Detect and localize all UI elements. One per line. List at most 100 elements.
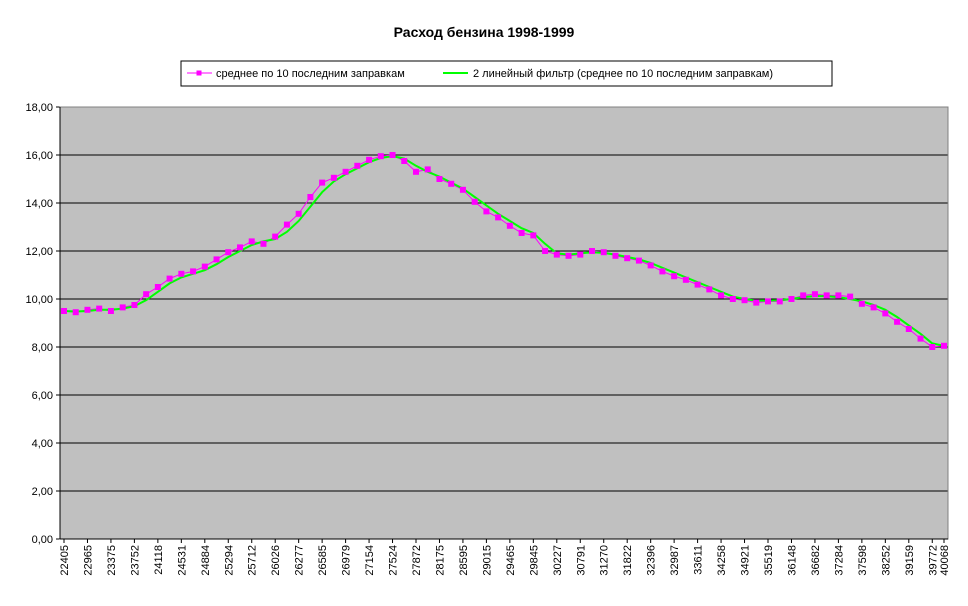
data-point-average	[448, 180, 455, 187]
x-tick-label: 28595	[458, 545, 470, 576]
x-tick-label: 26026	[270, 545, 282, 576]
data-point-average	[882, 310, 889, 317]
x-tick-label: 27154	[364, 545, 376, 576]
y-tick-label: 10,00	[25, 294, 53, 306]
y-tick-label: 14,00	[25, 198, 53, 210]
data-point-average	[530, 232, 537, 239]
y-tick-label: 16,00	[25, 150, 53, 162]
data-point-average	[178, 270, 185, 277]
data-point-average	[894, 318, 901, 325]
x-tick-label: 31270	[599, 545, 611, 576]
x-tick-label: 26979	[341, 545, 353, 576]
x-tick-label: 29845	[528, 545, 540, 576]
data-point-average	[870, 304, 877, 311]
x-tick-label: 33611	[693, 545, 705, 575]
data-point-average	[659, 268, 666, 275]
legend-marker-series-1	[196, 70, 202, 76]
data-point-average	[542, 248, 549, 254]
y-tick-label: 6,00	[32, 390, 53, 402]
data-point-average	[119, 304, 126, 311]
data-point-average	[483, 208, 490, 215]
data-point-average	[436, 176, 443, 182]
x-tick-label: 31822	[622, 545, 634, 576]
data-point-average	[776, 298, 783, 305]
y-tick-label: 8,00	[32, 342, 53, 354]
x-tick-label: 27524	[388, 545, 400, 576]
data-point-average	[401, 158, 408, 164]
data-point-average	[389, 152, 396, 158]
x-tick-label: 32987	[669, 545, 681, 576]
data-point-average	[858, 300, 865, 307]
data-point-average	[154, 284, 161, 290]
data-point-average	[612, 252, 619, 259]
data-point-average	[847, 293, 854, 300]
x-tick-label: 37598	[857, 545, 869, 576]
data-point-average	[823, 292, 830, 299]
data-point-average	[682, 276, 689, 283]
x-tick-label: 27872	[411, 545, 423, 576]
x-tick-label: 34258	[716, 545, 728, 576]
data-point-average	[272, 233, 279, 240]
data-point-average	[811, 291, 818, 298]
series-line-filter	[63, 155, 945, 347]
x-tick-label: 23375	[106, 545, 118, 576]
data-point-average	[260, 240, 267, 247]
legend: среднее по 10 последним заправкам 2 лине…	[180, 60, 833, 87]
data-point-average	[342, 168, 349, 175]
x-tick-label: 24884	[200, 545, 212, 576]
data-point-average	[459, 186, 466, 193]
y-tick-label: 2,00	[32, 486, 53, 498]
data-point-average	[706, 286, 713, 293]
data-point-average	[741, 297, 748, 304]
x-tick-label: 24118	[153, 545, 165, 575]
data-point-average	[718, 292, 725, 299]
data-point-average	[107, 308, 114, 314]
data-point-average	[941, 342, 947, 349]
y-tick-label: 18,00	[25, 102, 53, 114]
y-tick-label: 0,00	[32, 534, 53, 546]
data-point-average	[201, 263, 208, 270]
data-point-average	[225, 249, 232, 256]
data-point-average	[131, 302, 138, 308]
plot-area	[60, 107, 948, 539]
data-point-average	[917, 335, 924, 342]
data-point-average	[307, 194, 314, 200]
x-tick-label: 30791	[575, 545, 587, 576]
data-point-average	[577, 251, 584, 258]
data-point-average	[671, 273, 678, 280]
data-point-average	[84, 306, 91, 313]
legend-box	[180, 60, 833, 87]
data-point-average	[377, 153, 384, 160]
data-point-average	[753, 299, 760, 306]
data-point-average	[424, 166, 431, 173]
data-point-average	[190, 268, 197, 275]
data-point-average	[354, 162, 361, 169]
x-tick-label: 22965	[82, 545, 94, 576]
data-point-average	[800, 292, 807, 299]
x-tick-label: 32396	[646, 545, 658, 576]
y-tick-label: 4,00	[32, 438, 53, 450]
x-tick-label: 26585	[317, 545, 329, 576]
x-tick-label: 34921	[740, 545, 752, 576]
data-point-average	[729, 296, 736, 302]
data-point-average	[589, 248, 595, 254]
x-tick-label: 39772	[927, 545, 939, 576]
data-point-average	[366, 156, 373, 163]
data-point-average	[295, 210, 302, 217]
data-point-average	[237, 244, 243, 251]
x-tick-label: 38252	[880, 545, 892, 576]
data-point-average	[166, 275, 173, 282]
x-tick-label: 25712	[247, 545, 259, 576]
x-tick-label: 35519	[763, 545, 775, 576]
x-tick-label: 29015	[481, 545, 493, 576]
data-point-average	[330, 174, 337, 181]
data-point-average	[600, 249, 607, 256]
data-point-average	[788, 296, 795, 302]
data-point-average	[213, 256, 220, 263]
legend-label-series-2: 2 линейный фильтр (среднее по 10 последн…	[473, 68, 773, 80]
data-point-average	[283, 221, 290, 228]
data-point-average	[905, 326, 912, 332]
x-tick-label: 24531	[176, 545, 188, 576]
